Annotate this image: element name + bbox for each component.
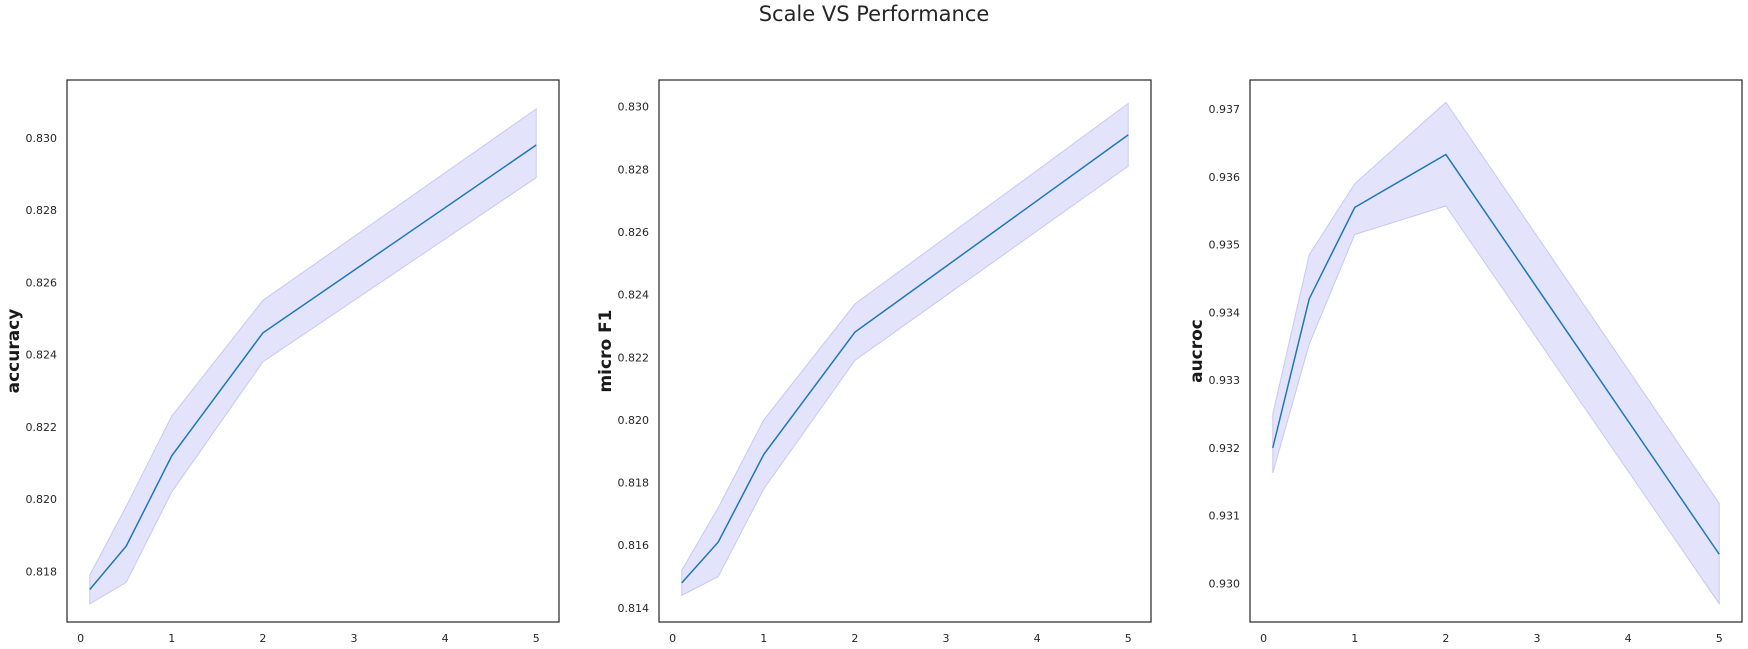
y-tick-label: 0.934: [1209, 306, 1241, 319]
x-tick-label: 3: [351, 632, 358, 645]
aucroc-panel: 0 1 2 3 4 5 0.930 0.931 0.932 0.933 0.934 0.935 0.93…: [1187, 79, 1743, 645]
accuracy-panel: 0 1 2 3 4 5 0.818 0.820 0.822 0.824 0.826 0.828 0.83…: [4, 79, 560, 645]
y-tick-label: 0.828: [618, 163, 650, 176]
confidence-band: [681, 102, 1129, 597]
y-tick-label: 0.816: [618, 539, 650, 552]
y-tick-label: 0.818: [618, 477, 650, 490]
y-tick-label: 0.822: [618, 351, 650, 364]
x-tick-label: 4: [442, 632, 449, 645]
y-tick-label: 0.830: [26, 132, 58, 145]
series-line: [681, 134, 1129, 584]
y-tick-label: 0.814: [618, 602, 650, 615]
axes-frame: [1249, 79, 1743, 623]
y-tick-label: 0.932: [1209, 442, 1241, 455]
micro-f1-panel: 0 1 2 3 4 5 0.814 0.816 0.818 0.820 0.822 0.824 0.82…: [596, 79, 1152, 645]
x-tick-label: 3: [943, 632, 950, 645]
y-tick-label: 0.826: [618, 226, 650, 239]
series-line: [89, 144, 537, 590]
y-tick-label: 0.937: [1209, 103, 1241, 116]
y-tick-label: 0.820: [26, 493, 58, 506]
y-tick-label: 0.930: [1209, 577, 1241, 590]
y-tick-label: 0.818: [26, 565, 58, 578]
y-tick-label: 0.931: [1209, 510, 1241, 523]
y-axis-label: accuracy: [4, 309, 24, 394]
x-tick-label: 5: [533, 632, 540, 645]
x-tick-label: 0: [669, 632, 676, 645]
y-tick-label: 0.824: [618, 289, 650, 302]
y-tick-label: 0.820: [618, 414, 650, 427]
confidence-band: [89, 107, 537, 605]
y-axis-label: aucroc: [1187, 319, 1207, 383]
y-tick-label: 0.822: [26, 421, 58, 434]
y-tick-label: 0.828: [26, 204, 58, 217]
x-tick-label: 5: [1716, 632, 1723, 645]
x-tick-label: 1: [168, 632, 175, 645]
x-tick-label: 4: [1625, 632, 1632, 645]
y-tick-label: 0.935: [1209, 239, 1241, 252]
x-tick-label: 0: [77, 632, 84, 645]
x-tick-label: 4: [1034, 632, 1041, 645]
y-tick-label: 0.826: [26, 276, 58, 289]
confidence-band: [1272, 101, 1720, 606]
x-tick-label: 1: [1351, 632, 1358, 645]
axes-frame: [66, 79, 560, 623]
y-tick-label: 0.830: [618, 101, 650, 114]
y-axis-label: micro F1: [596, 309, 616, 392]
x-tick-label: 2: [259, 632, 266, 645]
x-tick-label: 0: [1260, 632, 1267, 645]
x-tick-label: 1: [760, 632, 767, 645]
y-tick-label: 0.824: [26, 349, 58, 362]
x-tick-label: 2: [1442, 632, 1449, 645]
axes-frame: [658, 79, 1152, 623]
x-tick-label: 2: [851, 632, 858, 645]
x-tick-label: 5: [1125, 632, 1132, 645]
x-tick-label: 3: [1534, 632, 1541, 645]
y-tick-label: 0.933: [1209, 374, 1241, 387]
series-line: [1272, 153, 1720, 555]
y-tick-label: 0.936: [1209, 171, 1241, 184]
figure-title: Scale VS Performance: [758, 2, 990, 26]
